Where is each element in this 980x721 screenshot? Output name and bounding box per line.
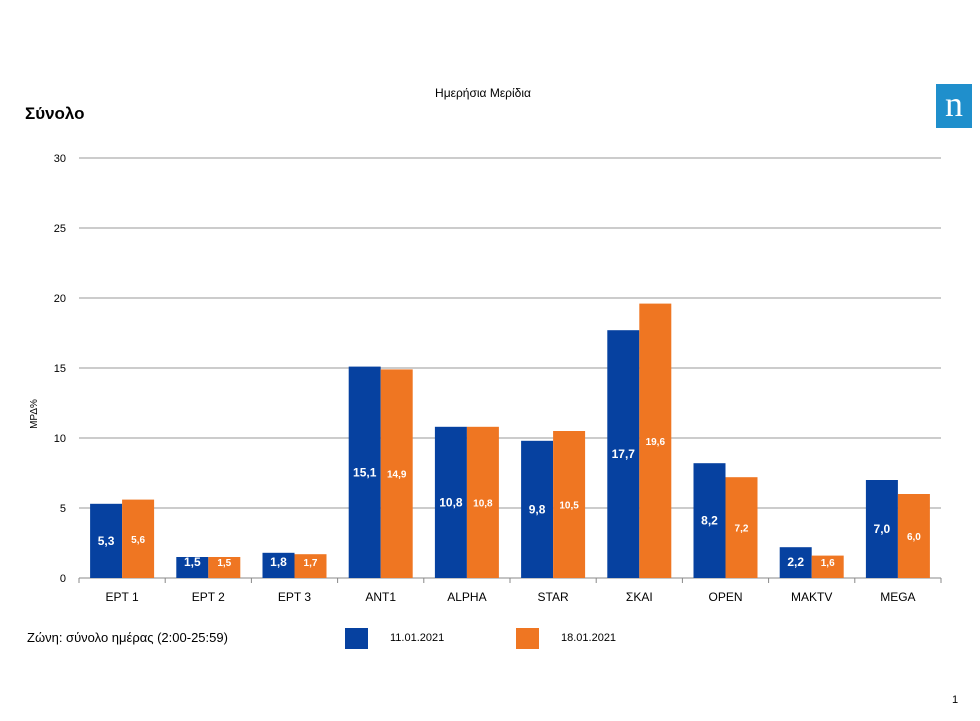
bar-2	[897, 494, 930, 578]
bar-2	[466, 426, 499, 578]
bar-2	[639, 303, 672, 578]
legend-label-series-1: 11.01.2021	[390, 632, 445, 644]
bar-1	[865, 480, 898, 578]
x-tick-label: MAKTV	[791, 590, 832, 604]
bar-2	[725, 477, 758, 578]
x-tick-label: ΕΡΤ 1	[106, 590, 139, 604]
data-label: 15,1	[353, 465, 377, 479]
y-tick-label: 10	[54, 433, 66, 445]
bar-1	[262, 552, 295, 578]
section-title: Σύνολο	[25, 104, 85, 123]
x-tick-label: ΕΡΤ 2	[192, 590, 225, 604]
y-tick-label: 0	[60, 573, 66, 585]
x-tick-label: ΕΡΤ 3	[278, 590, 311, 604]
data-label: 5,3	[98, 534, 115, 548]
data-label: 8,2	[701, 514, 718, 528]
bar-1	[607, 330, 640, 578]
x-tick-label: STAR	[538, 590, 569, 604]
bar-1	[779, 547, 812, 578]
bar-1	[693, 463, 726, 578]
y-tick-label: 20	[54, 293, 66, 305]
y-tick-label: 30	[54, 153, 66, 165]
bar-1	[90, 503, 123, 578]
bar-2	[208, 557, 241, 578]
data-label: 1,5	[217, 558, 231, 569]
bar-2	[811, 555, 844, 578]
bar-1	[176, 557, 209, 578]
x-tick-label: ΣΚΑΙ	[626, 590, 653, 604]
legend-label-series-2: 18.01.2021	[561, 632, 617, 644]
data-label: 7,0	[874, 522, 891, 536]
x-tick-label: OPEN	[708, 590, 742, 604]
bar-2	[553, 431, 586, 578]
data-label: 1,8	[270, 555, 287, 569]
nielsen-logo-icon: n	[936, 84, 972, 128]
data-label: 1,6	[821, 558, 835, 569]
bar-2	[294, 554, 327, 578]
y-tick-label: 25	[54, 223, 66, 235]
data-label: 7,2	[735, 524, 749, 535]
x-tick-label: ΑΝΤ1	[365, 590, 396, 604]
y-axis-label: ΜΡΔ%	[29, 399, 40, 429]
data-label: 10,8	[439, 495, 463, 509]
data-label: 5,6	[131, 535, 145, 546]
bar-2	[380, 369, 413, 578]
data-label: 14,9	[387, 470, 407, 481]
data-label: 6,0	[907, 532, 921, 543]
x-tick-label: MEGA	[880, 590, 915, 604]
bar-1	[521, 440, 554, 578]
data-label: 19,6	[646, 437, 666, 448]
legend-swatch-series-1	[345, 628, 368, 649]
y-tick-label: 5	[60, 503, 66, 515]
data-label: 1,7	[304, 558, 318, 569]
zone-note: Ζώνη: σύνολο ημέρας (2:00-25:59)	[27, 630, 228, 645]
bar-1	[434, 426, 467, 578]
y-tick-label: 15	[54, 363, 66, 375]
chart-title: Ημερήσια Μερίδια	[435, 86, 531, 100]
data-label: 10,8	[473, 498, 493, 509]
x-tick-label: ALPHA	[447, 590, 486, 604]
bar-2	[122, 499, 155, 578]
legend-swatch-series-2	[516, 628, 539, 649]
data-label: 1,5	[184, 555, 201, 569]
data-label: 10,5	[559, 501, 579, 512]
data-label: 2,2	[787, 555, 804, 569]
page-number: 1	[952, 694, 959, 706]
data-label: 9,8	[529, 502, 546, 516]
data-label: 17,7	[612, 447, 636, 461]
bar-1	[348, 366, 381, 578]
